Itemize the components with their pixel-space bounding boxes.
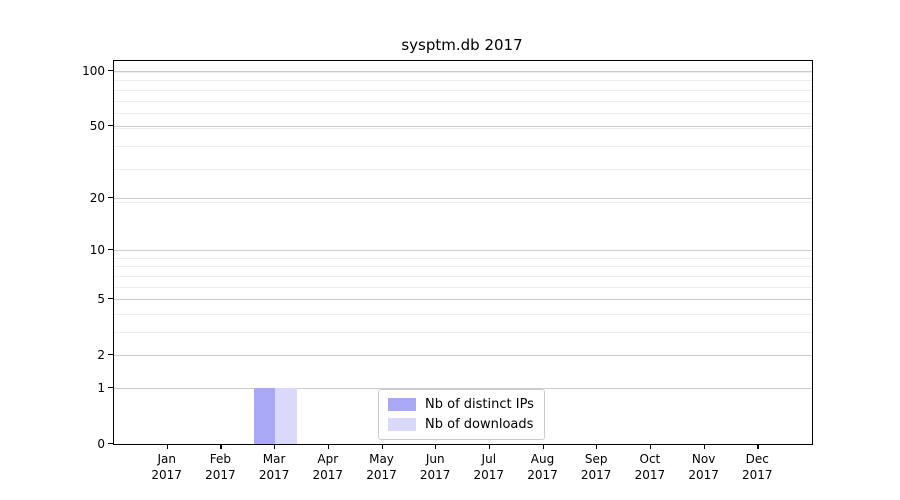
x-tick	[542, 444, 544, 449]
x-tick	[381, 444, 383, 449]
legend-label-distinct-ips: Nb of distinct IPs	[425, 397, 534, 412]
x-tick	[488, 444, 491, 449]
x-tick	[327, 444, 330, 449]
x-tick	[649, 444, 652, 449]
y-gridline-minor	[114, 145, 812, 147]
y-gridline-minor	[114, 89, 812, 91]
bar-nb-of-downloads	[275, 388, 297, 444]
y-gridline-minor	[114, 266, 812, 268]
legend: Nb of distinct IPs Nb of downloads	[378, 389, 545, 440]
y-gridline-major	[114, 250, 812, 252]
x-tick-label: Feb 2017	[205, 452, 236, 483]
legend-swatch-distinct-ips	[388, 398, 416, 411]
y-tick	[108, 70, 113, 72]
y-gridline-minor	[114, 313, 812, 315]
x-tick-label: Apr 2017	[312, 452, 344, 483]
y-gridline-major	[114, 126, 812, 128]
y-gridline-minor	[114, 127, 812, 129]
y-tick	[108, 387, 113, 389]
y-tick-label: 50	[89, 119, 105, 134]
plot-area: Nb of distinct IPs Nb of downloads	[113, 60, 813, 445]
x-tick-label: Nov 2017	[688, 452, 719, 483]
chart-title: sysptm.db 2017	[401, 36, 523, 54]
y-tick	[108, 354, 113, 356]
y-tick	[108, 298, 113, 300]
x-tick	[166, 444, 168, 449]
x-tick-label: Dec 2017	[742, 452, 773, 483]
legend-item-distinct-ips: Nb of distinct IPs	[388, 397, 534, 412]
legend-label-downloads: Nb of downloads	[425, 417, 534, 432]
x-tick	[220, 444, 222, 449]
y-tick-label: 10	[89, 243, 105, 258]
y-tick	[108, 249, 113, 251]
x-tick-label: Sep 2017	[580, 452, 612, 483]
x-tick-label: May 2017	[366, 452, 397, 483]
y-tick-label: 100	[82, 63, 105, 78]
y-gridline-major	[114, 197, 812, 199]
bar-nb-of-distinct-ips	[253, 388, 276, 444]
y-tick-label: 5	[97, 292, 105, 307]
x-tick-label: Jul 2017	[473, 452, 505, 483]
y-gridline-minor	[114, 80, 812, 82]
y-tick-label: 20	[89, 190, 105, 205]
y-tick-label: 2	[97, 348, 105, 363]
x-tick-label: Jun 2017	[419, 452, 451, 483]
y-gridline-minor	[114, 201, 812, 203]
y-gridline-minor	[114, 113, 812, 115]
y-gridline-minor	[114, 257, 812, 259]
y-gridline-minor	[114, 169, 812, 171]
x-tick-label: Oct 2017	[634, 452, 666, 483]
y-gridline-minor	[114, 71, 812, 73]
y-gridline-minor	[114, 100, 812, 102]
y-gridline-minor	[114, 275, 812, 277]
y-gridline-minor	[114, 286, 812, 288]
x-tick	[274, 444, 276, 449]
x-tick	[435, 444, 437, 449]
y-gridline-major	[114, 388, 812, 389]
y-tick	[108, 196, 113, 199]
y-gridline-minor	[114, 332, 812, 333]
x-tick	[757, 444, 759, 449]
y-tick	[108, 125, 113, 127]
x-tick-label: Aug 2017	[527, 452, 558, 483]
y-tick-label: 0	[97, 437, 105, 451]
x-tick	[703, 444, 705, 449]
legend-item-downloads: Nb of downloads	[388, 417, 534, 432]
y-gridline-major	[114, 71, 812, 72]
x-tick	[596, 444, 598, 449]
y-gridline-major	[114, 299, 812, 301]
x-tick-label: Mar 2017	[258, 452, 290, 483]
x-tick-label: Jan 2017	[151, 452, 182, 483]
y-gridline-major	[114, 355, 812, 357]
legend-swatch-downloads	[388, 418, 416, 431]
y-tick	[108, 443, 113, 445]
y-tick-label: 1	[97, 380, 105, 395]
